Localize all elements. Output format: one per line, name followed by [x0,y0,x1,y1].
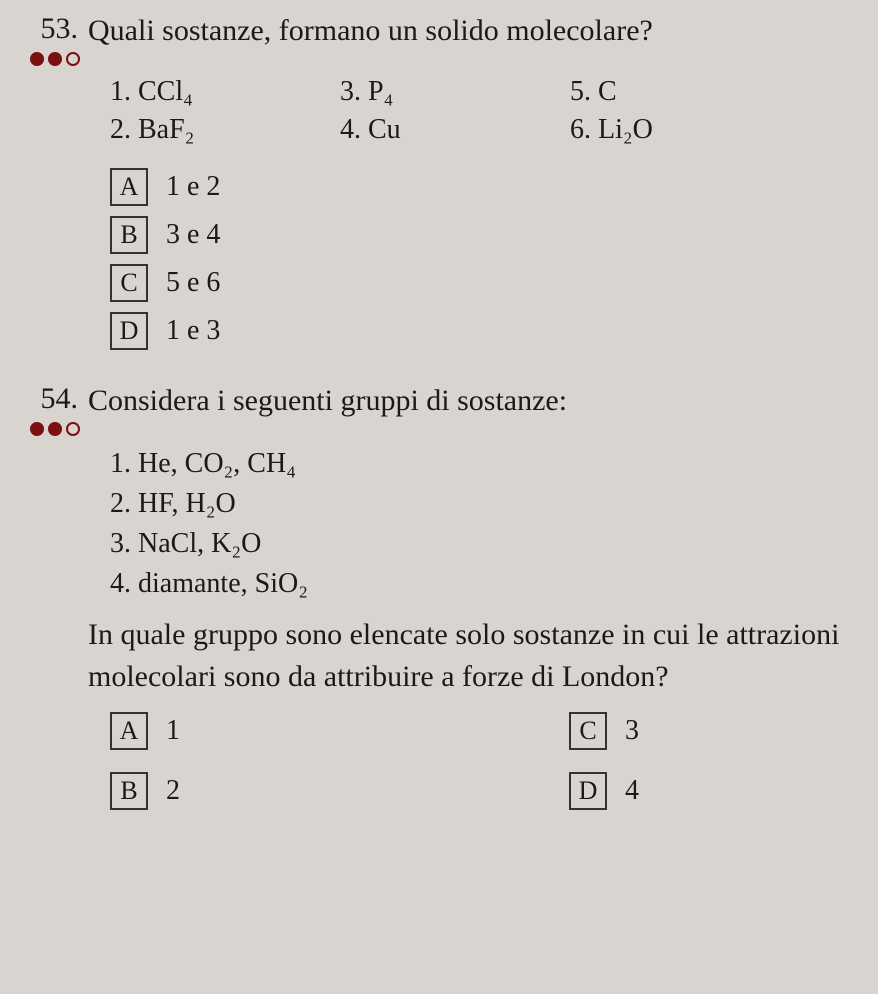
question-53: 53. Quali sostanze, formano un solido mo… [20,12,848,350]
question-number-col: 53. [20,12,88,66]
group-list: 1. He, CO₂, CH₄ 2. HF, H₂O 3. NaCl, K₂O … [110,448,848,600]
question-number-col: 54. [20,382,88,436]
group-item: 2. HF, H₂O [110,488,848,520]
answer-text: 1 [166,715,180,747]
group-item: 3. NaCl, K₂O [110,528,848,560]
substance-grid: 1. CCl₄ 3. P₄ 5. C 2. BaF₂ 4. Cu 6. Li₂O [110,76,848,146]
answer-grid: A 1 C 3 B 2 D 4 [110,712,848,820]
substance-item: 6. Li₂O [570,114,770,146]
answer-box: A [110,712,148,750]
substance-item: 3. P₄ [340,76,540,108]
substance-item: 1. CCl₄ [110,76,310,108]
dot-icon [30,422,44,436]
question-body: 1. He, CO₂, CH₄ 2. HF, H₂O 3. NaCl, K₂O … [88,448,848,820]
answer-option-c: C 3 [569,712,848,750]
answer-text: 3 e 4 [166,219,220,251]
difficulty-dots [20,52,88,66]
dot-icon [30,52,44,66]
question-header: 54. Considera i seguenti gruppi di sosta… [20,382,848,436]
answer-text: 2 [166,775,180,807]
substance-item: 2. BaF₂ [110,114,310,146]
question-54: 54. Considera i seguenti gruppi di sosta… [20,382,848,820]
answer-option-a: A 1 e 2 [110,168,848,206]
dot-icon [66,422,80,436]
answer-box: B [110,772,148,810]
answer-option-c: C 5 e 6 [110,264,848,302]
difficulty-dots [20,422,88,436]
question-header: 53. Quali sostanze, formano un solido mo… [20,12,848,66]
answer-option-d: D 1 e 3 [110,312,848,350]
dot-icon [66,52,80,66]
answer-box: A [110,168,148,206]
answer-box: C [110,264,148,302]
question-number: 54. [20,382,88,416]
answer-box: B [110,216,148,254]
answer-text: 5 e 6 [166,267,220,299]
answer-option-b: B 2 [110,772,389,810]
answer-option-d: D 4 [569,772,848,810]
group-item: 4. diamante, SiO₂ [110,568,848,600]
question-text: Considera i seguenti gruppi di sostanze: [88,382,848,420]
answer-option-a: A 1 [110,712,389,750]
answer-text: 3 [625,715,639,747]
substance-item: 4. Cu [340,114,540,146]
answer-text: 1 e 3 [166,315,220,347]
question-text: Quali sostanze, formano un solido moleco… [88,12,848,50]
answer-box: C [569,712,607,750]
dot-icon [48,52,62,66]
answer-list: A 1 e 2 B 3 e 4 C 5 e 6 D 1 e 3 [110,168,848,350]
answer-text: 1 e 2 [166,171,220,203]
substance-item: 5. C [570,76,770,108]
answer-box: D [569,772,607,810]
question-number: 53. [20,12,88,46]
answer-text: 4 [625,775,639,807]
dot-icon [48,422,62,436]
follow-up-text: In quale gruppo sono elencate solo sosta… [88,614,848,698]
group-item: 1. He, CO₂, CH₄ [110,448,848,480]
answer-box: D [110,312,148,350]
answer-option-b: B 3 e 4 [110,216,848,254]
question-body: 1. CCl₄ 3. P₄ 5. C 2. BaF₂ 4. Cu 6. Li₂O… [88,76,848,350]
